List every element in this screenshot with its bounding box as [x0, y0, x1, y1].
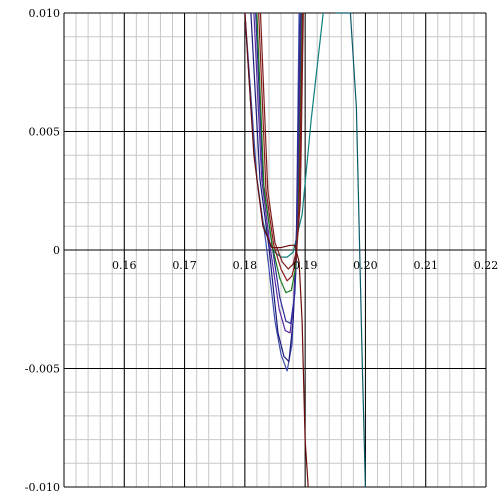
y-tick-label: -0.010	[25, 481, 60, 494]
y-tick-label: 0.005	[29, 126, 61, 139]
x-tick-labels: 0.16 0.17 0.18 0.19 0.20 0.21 0.22	[112, 259, 498, 272]
y-tick-label: 0.010	[29, 7, 61, 20]
x-tick-label: 0.16	[112, 259, 137, 272]
y-tick-label: -0.005	[25, 363, 60, 376]
x-tick-label: 0.17	[172, 259, 197, 272]
x-tick-label: 0.22	[474, 259, 499, 272]
x-tick-label: 0.21	[413, 259, 438, 272]
series-line-10	[335, 12, 366, 488]
major-grid	[63, 12, 487, 488]
series-group	[244, 12, 366, 488]
series-line-9	[244, 12, 309, 488]
x-tick-label: 0.19	[293, 259, 318, 272]
x-tick-label: 0.18	[233, 259, 258, 272]
series-line-8	[259, 12, 304, 270]
y-tick-labels: 0.010 0.005 0 -0.005 -0.010	[25, 7, 60, 494]
x-tick-label: 0.20	[353, 259, 378, 272]
y-tick-label: 0	[53, 244, 60, 257]
